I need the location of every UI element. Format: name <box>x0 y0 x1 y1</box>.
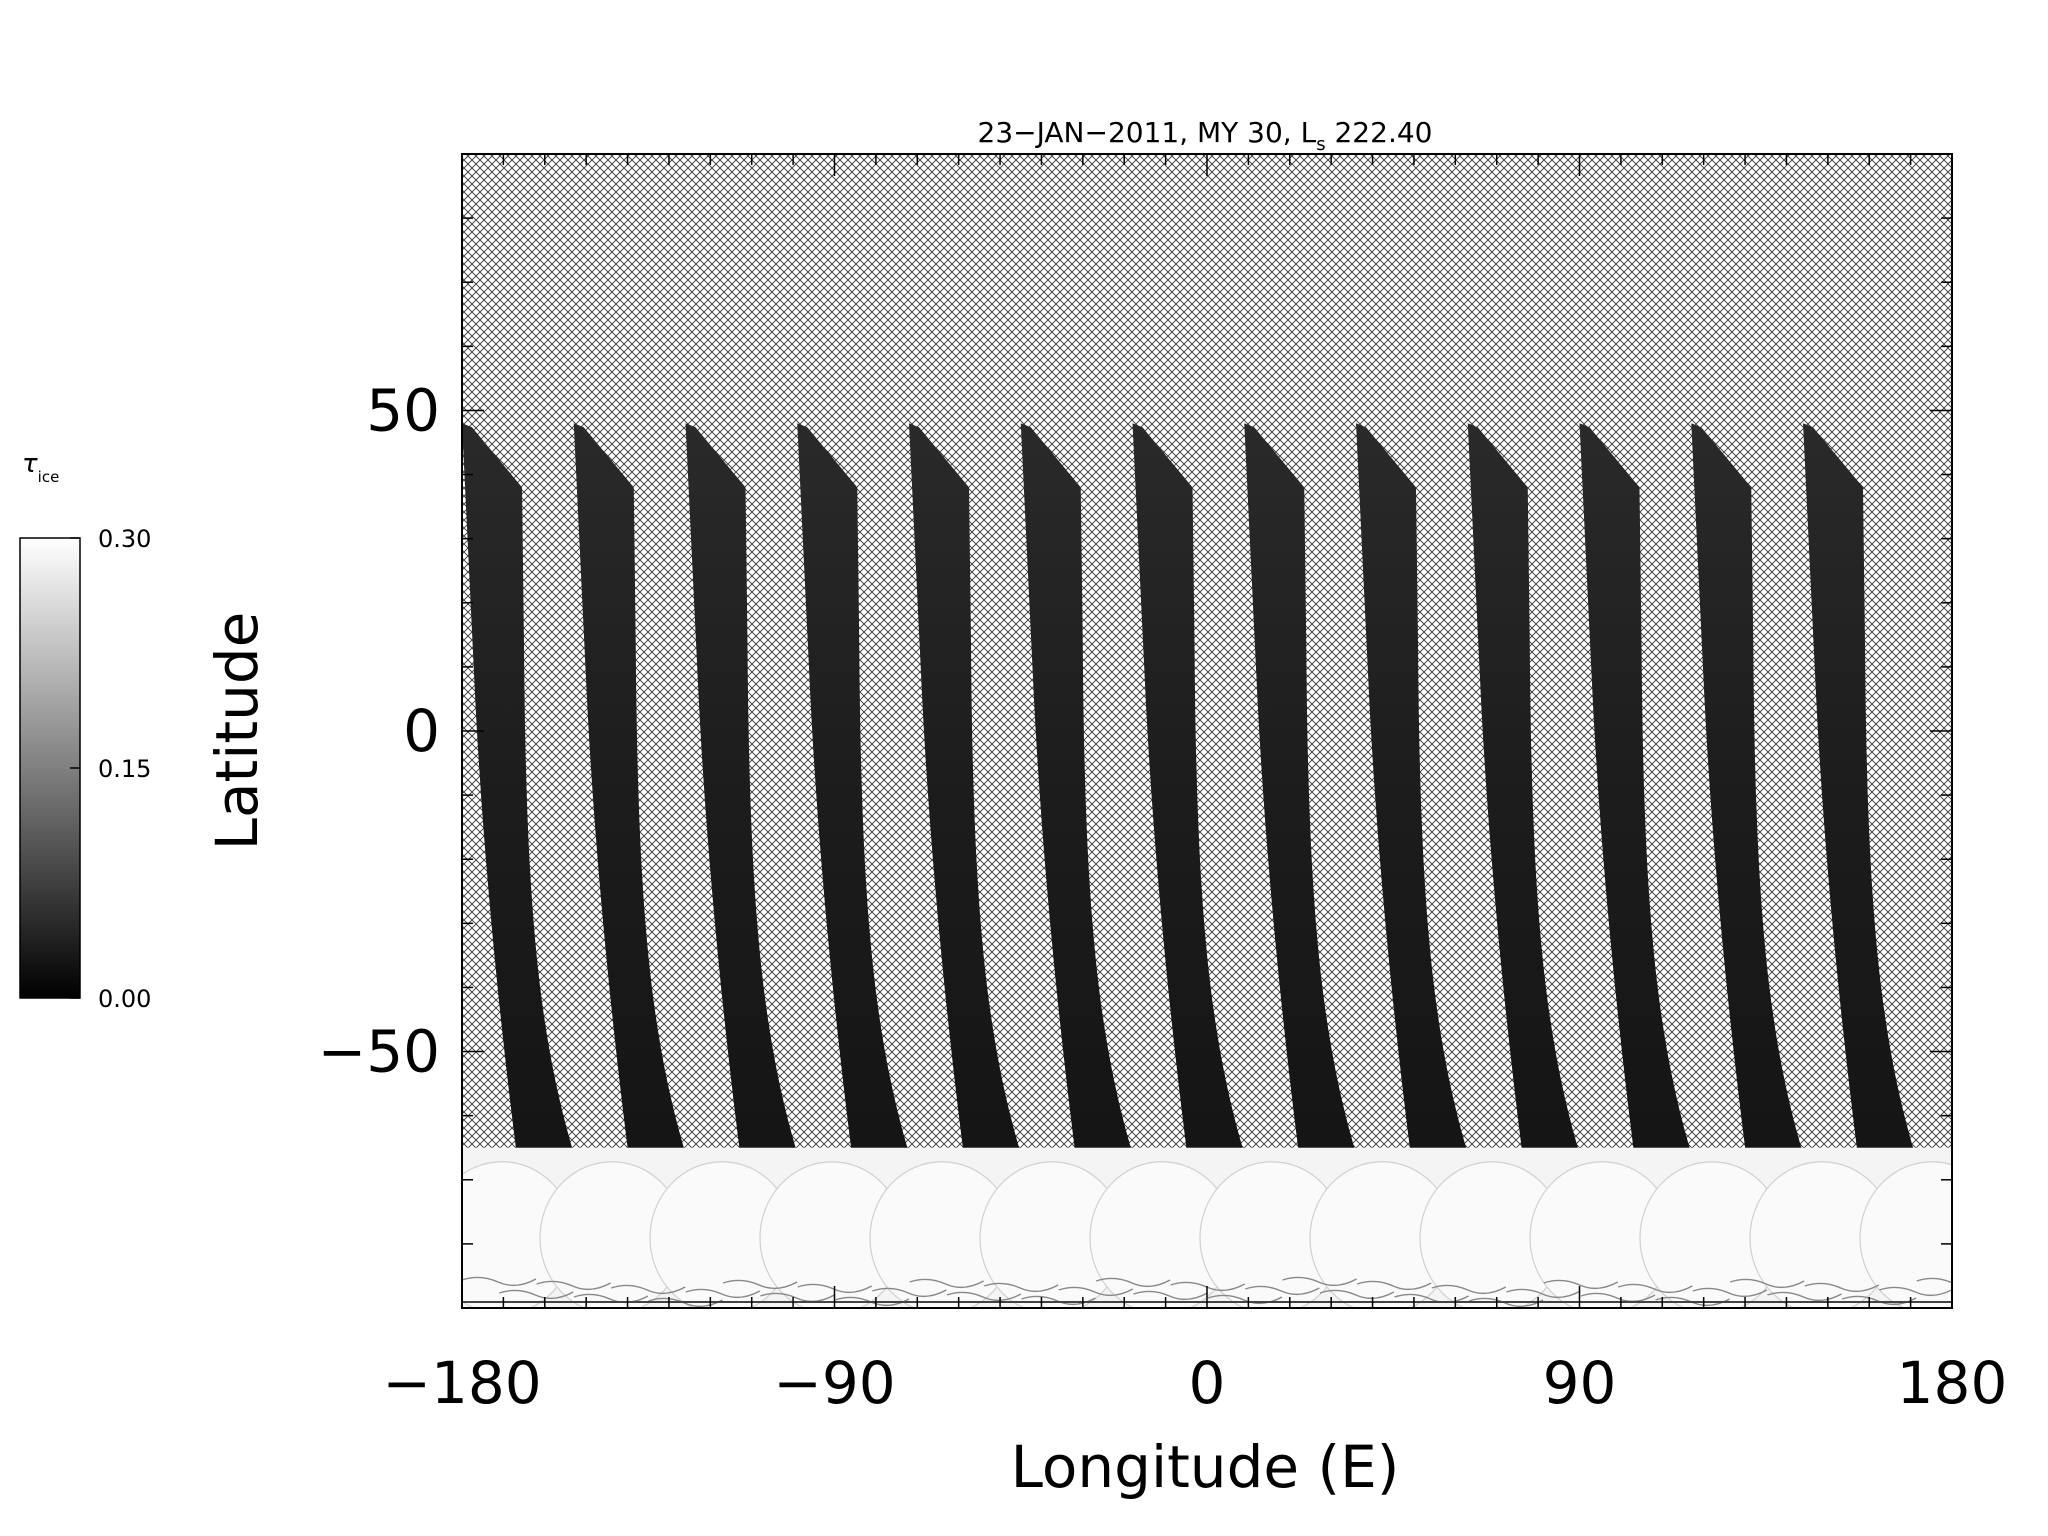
cap-blob-13 <box>1859 1161 1952 1308</box>
cap-texture-2 <box>536 1280 611 1291</box>
cap-texture-39 <box>1916 1277 1952 1284</box>
cap-texture-23 <box>1319 1289 1395 1300</box>
cap-texture-14 <box>983 1282 1059 1293</box>
cap-texture-11 <box>872 1287 947 1298</box>
swath-4 <box>909 423 1029 1180</box>
cap-texture-1 <box>499 1289 574 1300</box>
colorbar-tick-label: 0.30 <box>98 525 151 553</box>
swath-1 <box>573 423 694 1180</box>
y-tick-label: 0 <box>403 697 440 765</box>
cap-texture-6 <box>685 1288 761 1299</box>
cap-texture-31 <box>1618 1283 1693 1294</box>
cap-texture-3 <box>573 1293 649 1304</box>
swath-8 <box>1356 423 1476 1180</box>
cap-texture-24 <box>1356 1280 1432 1291</box>
chart-title: 23−JAN−2011, MY 30, Ls 222.40 <box>978 116 1433 155</box>
colorbar-ticks: 0.00 0.15 0.30 <box>70 525 151 1013</box>
cap-texture-9 <box>797 1283 873 1294</box>
swath-0 <box>462 423 582 1180</box>
cap-texture-22 <box>1282 1276 1357 1287</box>
cap-texture-26 <box>1431 1284 1507 1295</box>
x-tick-label: 0 <box>1189 1349 1226 1417</box>
cap-texture-28 <box>1506 1288 1581 1299</box>
swath-7 <box>1244 423 1365 1180</box>
cap-texture-38 <box>1879 1286 1952 1297</box>
cap-texture-30 <box>1580 1292 1656 1303</box>
cap-texture-18 <box>1133 1290 1208 1301</box>
x-tick-labels: −180 −90 0 90 180 <box>382 1349 2007 1417</box>
cap-texture-29 <box>1543 1279 1619 1290</box>
swath-9 <box>1467 423 1588 1180</box>
cap-texture-13 <box>946 1291 1022 1302</box>
y-tick-labels: 50 0 −50 <box>318 376 440 1085</box>
cap-texture-4 <box>610 1284 686 1295</box>
polar-cap-region <box>462 1147 1952 1308</box>
swath-10 <box>1579 423 1700 1180</box>
observation-swaths <box>462 423 1923 1180</box>
swath-11 <box>1691 423 1812 1180</box>
cap-texture-33 <box>1692 1287 1768 1298</box>
cap-texture-34 <box>1729 1278 1805 1289</box>
cap-texture-16 <box>1058 1286 1134 1297</box>
cap-texture-25 <box>1394 1293 1469 1304</box>
swath-12 <box>1803 423 1923 1180</box>
colorbar: τice 0.00 0.15 0.30 <box>19 449 151 1013</box>
cap-texture-8 <box>760 1292 835 1303</box>
y-tick-label: 50 <box>366 376 440 444</box>
y-tick-label: −50 <box>318 1018 440 1086</box>
swath-6 <box>1132 423 1253 1180</box>
x-tick-label: −90 <box>773 1349 895 1417</box>
cap-texture-12 <box>909 1278 984 1289</box>
plot-frame <box>461 153 1953 1309</box>
cap-texture-21 <box>1245 1285 1320 1296</box>
colorbar-label: τice <box>22 449 59 486</box>
cap-texture-7 <box>722 1279 798 1290</box>
plot-area <box>461 153 1953 1309</box>
colorbar-label-subscript: ice <box>38 468 60 486</box>
swath-5 <box>1020 423 1141 1180</box>
swath-3 <box>797 423 918 1180</box>
swath-2 <box>685 423 806 1180</box>
y-axis-label: Latitude <box>203 612 271 851</box>
x-tick-label: 90 <box>1543 1349 1617 1417</box>
x-tick-label: −180 <box>382 1349 541 1417</box>
x-tick-label: 180 <box>1897 1349 2008 1417</box>
cap-texture-0 <box>462 1276 537 1287</box>
x-axis-label: Longitude (E) <box>1011 1433 1400 1501</box>
colorbar-tick-label: 0.15 <box>98 755 151 783</box>
cap-texture-17 <box>1095 1277 1171 1288</box>
colorbar-tick-label: 0.00 <box>98 985 151 1013</box>
chart-title-subscript: s <box>1316 134 1325 155</box>
cap-texture-35 <box>1767 1291 1842 1302</box>
cap-texture-36 <box>1804 1282 1880 1293</box>
